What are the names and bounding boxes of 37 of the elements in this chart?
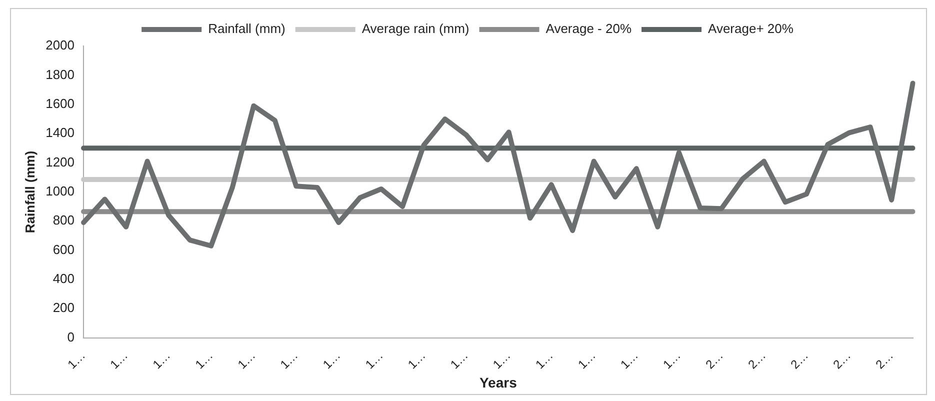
legend-label: Rainfall (mm) [208, 21, 286, 36]
x-tick-label: 1… [362, 348, 386, 372]
x-tick-label: 1… [618, 348, 641, 372]
x-tick-label: 1… [490, 348, 514, 372]
x-tick-label: 1… [64, 348, 88, 372]
y-tick-label: 1600 [46, 96, 75, 111]
x-tick-label: 1… [192, 348, 216, 372]
x-axis-title: Years [479, 374, 518, 390]
x-tick-label: 1… [107, 348, 131, 372]
x-tick-label: 1… [575, 348, 598, 372]
x-tick-label: 1… [278, 348, 301, 372]
x-tick-label: 1… [405, 348, 428, 372]
legend-label: Average rain (mm) [362, 21, 470, 36]
y-tick-label: 200 [52, 300, 75, 316]
y-tick-label: 2000 [46, 38, 75, 53]
x-tick-label: 2… [702, 348, 726, 372]
x-tick-label: 2… [830, 348, 854, 372]
y-tick-label: 1400 [46, 125, 75, 140]
x-tick-label: 1… [660, 348, 684, 372]
x-tick-label: 1… [448, 348, 471, 372]
x-tick-label: 2… [788, 348, 811, 372]
y-tick-label: 1800 [46, 66, 75, 82]
y-tick-label: 1200 [46, 154, 75, 170]
x-tick-label: 1… [532, 348, 556, 372]
y-tick-label: 400 [52, 271, 75, 286]
legend-label: Average - 20% [546, 21, 632, 36]
y-tick-label: 1000 [46, 183, 75, 198]
y-axis-title: Rainfall (mm) [22, 150, 38, 234]
x-tick-label: 1… [234, 348, 258, 372]
y-tick-label: 0 [67, 329, 75, 344]
x-tick-label: 1… [150, 348, 174, 372]
x-tick-label: 2… [745, 348, 768, 372]
y-tick-label: 600 [52, 242, 75, 257]
x-tick-label: 2… [872, 348, 896, 372]
y-tick-label: 800 [52, 212, 75, 228]
x-tick-label: 1… [320, 348, 344, 372]
legend-label: Average+ 20% [708, 21, 794, 36]
